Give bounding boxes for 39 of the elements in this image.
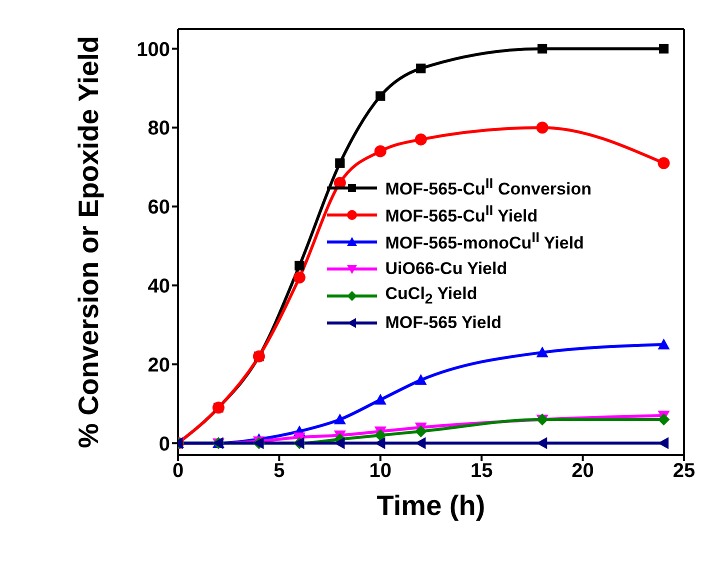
point bbox=[658, 44, 669, 54]
x-tick-label: 15 bbox=[470, 460, 493, 482]
point bbox=[293, 272, 306, 284]
point bbox=[376, 91, 386, 101]
x-axis-title: Time (h) bbox=[376, 490, 486, 521]
point bbox=[414, 133, 427, 146]
legend-label: CuCl$_{2}$ Yield bbox=[385, 284, 478, 308]
point bbox=[374, 145, 386, 158]
point bbox=[414, 374, 427, 385]
legend-label: MOF-565 Yield bbox=[385, 312, 502, 333]
y-tick-label: 100 bbox=[136, 38, 170, 61]
y-tick-label: 40 bbox=[148, 275, 170, 298]
y-tick-label: 20 bbox=[148, 354, 170, 376]
y-tick-label: 80 bbox=[148, 118, 170, 140]
legend-label: MOF-565-Cu$^{II}$ Conversion bbox=[385, 176, 592, 200]
x-tick-label: 10 bbox=[369, 460, 392, 482]
legend-label: MOF-565-monoCu$^{II}$ Yield bbox=[385, 230, 584, 254]
point bbox=[538, 44, 548, 54]
point bbox=[294, 260, 304, 270]
point bbox=[414, 425, 427, 438]
point bbox=[658, 414, 670, 426]
x-tick-label: 0 bbox=[172, 460, 184, 482]
point bbox=[334, 414, 346, 424]
x-tick-label: 20 bbox=[572, 460, 594, 482]
x-tick-label: 25 bbox=[672, 460, 696, 482]
point bbox=[658, 338, 670, 350]
legend-label: UiO66-Cu Yield bbox=[385, 258, 508, 279]
point bbox=[374, 394, 386, 405]
point bbox=[658, 157, 670, 170]
point bbox=[416, 64, 426, 74]
y-tick-label: 0 bbox=[158, 433, 170, 456]
point bbox=[536, 122, 548, 134]
point bbox=[536, 346, 548, 358]
legend-label: MOF-565-Cu$^{II}$ Yield bbox=[385, 202, 538, 226]
y-tick-label: 60 bbox=[148, 196, 170, 219]
point bbox=[374, 429, 386, 442]
x-tick-label: 5 bbox=[274, 460, 285, 482]
y-axis-title: % Conversion or Epoxide Yield bbox=[72, 36, 104, 448]
point bbox=[335, 158, 345, 168]
